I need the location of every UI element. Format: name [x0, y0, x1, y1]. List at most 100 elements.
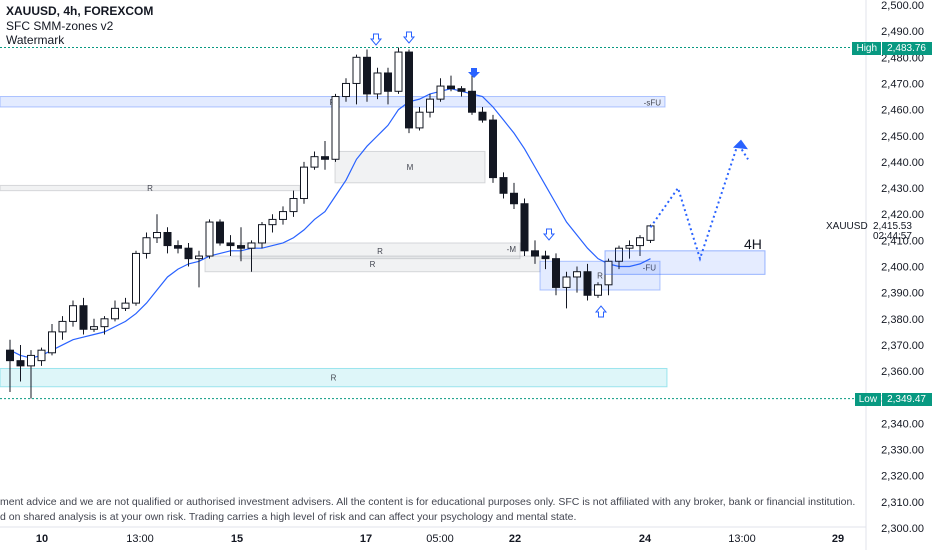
candle-36 — [384, 67, 392, 105]
candle-body-43 — [457, 88, 466, 92]
candle-body-14 — [153, 232, 161, 239]
zone-label-3: R — [377, 247, 383, 256]
candle-60 — [636, 235, 644, 257]
high-badge-label: High — [852, 42, 882, 55]
candle-body-41 — [436, 85, 445, 100]
candle-body-57 — [604, 260, 613, 286]
low-badge-label: Low — [854, 393, 882, 406]
y-tick-label: 2,360.00 — [881, 366, 924, 378]
candle-27 — [289, 190, 298, 217]
candle-50 — [531, 240, 539, 264]
candle-53 — [562, 271, 571, 309]
candle-body-1 — [16, 360, 25, 367]
candle-44 — [468, 72, 476, 115]
candle-6 — [69, 300, 77, 327]
low-badge: Low 2,349.47 — [854, 393, 932, 406]
candle-52 — [552, 253, 560, 296]
candle-body-36 — [384, 72, 392, 92]
candle-body-2 — [27, 354, 35, 367]
candle-body-20 — [216, 221, 224, 244]
candle-22 — [237, 227, 245, 262]
candle-body-12 — [132, 252, 140, 304]
candle-body-45 — [478, 111, 487, 121]
candle-body-21 — [226, 242, 235, 247]
candle-body-49 — [520, 203, 529, 252]
y-tick-label: 2,320.00 — [881, 471, 924, 483]
symbol-label: XAUUSD — [826, 221, 868, 232]
high-badge: High 2,483.76 — [852, 42, 932, 55]
candle-14 — [153, 214, 161, 243]
y-tick-label: 2,340.00 — [881, 418, 924, 430]
candle-1 — [16, 344, 25, 382]
candle-body-25 — [268, 218, 277, 226]
candle-body-16 — [174, 245, 182, 249]
candle-3 — [37, 347, 46, 366]
x-tick-label: 10 — [35, 533, 49, 545]
timeframe-label: 4H — [744, 236, 762, 252]
candle-5 — [58, 316, 67, 340]
indicator-name: SFC SMM-zones v2 — [6, 19, 114, 33]
arrow-up-1 — [594, 305, 608, 318]
projection-layer — [604, 139, 766, 275]
candle-38 — [405, 49, 413, 134]
y-tick-label: 2,430.00 — [881, 183, 924, 195]
arrow-down-filled — [468, 68, 480, 78]
zone-4 — [204, 255, 541, 273]
candle-17 — [184, 242, 193, 267]
candle-body-27 — [289, 198, 298, 213]
candle-body-34 — [363, 56, 371, 95]
zone-tag-5: -FU — [643, 263, 657, 272]
candle-body-28 — [300, 166, 308, 200]
candle-body-11 — [121, 302, 130, 309]
candle-body-51 — [541, 255, 550, 260]
candle-51 — [541, 250, 550, 270]
candle-58 — [615, 245, 623, 270]
x-tick-label: 13:00 — [126, 533, 154, 545]
y-tick-label: 2,330.00 — [881, 445, 924, 457]
candle-body-6 — [69, 305, 77, 322]
candle-31 — [331, 93, 340, 162]
candle-46 — [489, 114, 497, 183]
candle-15 — [163, 227, 172, 254]
candle-body-13 — [142, 237, 151, 254]
candle-body-59 — [625, 245, 634, 249]
candle-26 — [279, 206, 287, 225]
zone-label-5: R — [597, 272, 603, 281]
candle-body-38 — [405, 51, 413, 129]
y-tick-label: 2,380.00 — [881, 314, 924, 326]
y-tick-label: 2,460.00 — [881, 105, 924, 117]
candle-24 — [258, 222, 266, 249]
candle-37 — [394, 47, 403, 94]
candle-body-46 — [489, 119, 497, 179]
chart-title: XAUUSD, 4h, FOREXCOM — [6, 4, 154, 18]
arrow-down-1 — [369, 33, 383, 46]
candle-59 — [625, 240, 634, 259]
candle-body-53 — [562, 276, 571, 288]
x-tick-label: 15 — [230, 533, 244, 545]
projection-path — [649, 141, 749, 262]
y-tick-label: 2,300.00 — [881, 523, 924, 535]
arrow-down-2 — [402, 31, 416, 44]
candle-41 — [436, 78, 445, 102]
zone-tag-0: -sFU — [644, 99, 662, 108]
candle-45 — [478, 106, 487, 123]
x-tick-label: 13:00 — [728, 533, 756, 545]
candle-body-47 — [499, 177, 508, 194]
candle-body-15 — [163, 232, 172, 247]
candle-43 — [457, 86, 466, 97]
y-tick-label: 2,310.00 — [881, 497, 924, 509]
candle-body-5 — [58, 320, 67, 333]
candle-54 — [573, 266, 581, 293]
candle-18 — [195, 250, 203, 288]
candle-23 — [247, 240, 256, 272]
candle-47 — [499, 172, 508, 199]
grid-layer — [0, 0, 867, 550]
candle-21 — [226, 235, 235, 257]
candle-61 — [646, 224, 655, 243]
y-tick-label: 2,420.00 — [881, 209, 924, 221]
candle-42 — [447, 75, 455, 92]
candle-0 — [6, 339, 14, 393]
zone-label-2: R — [147, 184, 153, 193]
